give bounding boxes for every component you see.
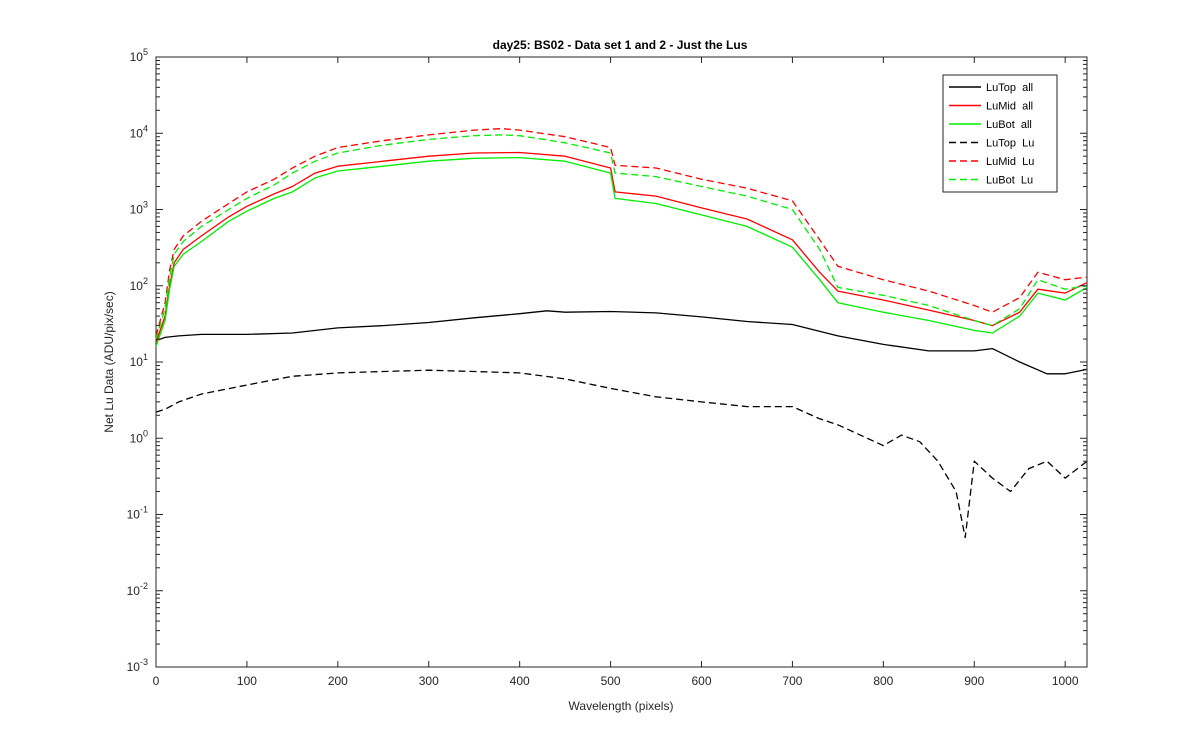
series-line-3	[155, 369, 1088, 539]
y-axis-title: Net Lu Data (ADU/pix/sec)	[102, 291, 116, 432]
x-tick-label: 500	[601, 674, 621, 688]
legend-label: LuMid Lu	[986, 156, 1034, 168]
y-tick-label: 102	[130, 276, 148, 293]
chart-title: day25: BS02 - Data set 1 and 2 - Just th…	[493, 38, 748, 52]
series-line-1	[155, 151, 1088, 343]
series-line-2	[155, 156, 1088, 347]
legend-label: LuTop Lu	[986, 138, 1034, 150]
x-tick-label: 100	[237, 674, 257, 688]
y-tick-label: 10-2	[127, 581, 148, 598]
series-line-4	[155, 127, 1088, 337]
legend: LuTop all LuMid all LuBot all LuTop Lu LuMid…	[942, 74, 1058, 193]
y-tick-label: 105	[130, 47, 148, 64]
x-axis-title: Wavelength (pixels)	[569, 699, 674, 713]
series-line-5	[155, 134, 1088, 340]
x-tick-label: 400	[510, 674, 530, 688]
legend-label: LuTop all	[986, 82, 1033, 94]
y-tick-label: 10-3	[127, 657, 148, 674]
x-tick-label: 300	[419, 674, 439, 688]
x-tick-label: 0	[153, 674, 160, 688]
y-tick-label: 10-1	[127, 505, 148, 522]
y-tick-label: 104	[130, 123, 148, 140]
legend-label: LuMid all	[986, 101, 1033, 113]
legend-label: LuBot all	[986, 119, 1032, 131]
x-tick-label: 900	[964, 674, 984, 688]
x-tick-label: 1000	[1052, 674, 1079, 688]
series-layer	[155, 127, 1088, 539]
y-tick-label: 101	[130, 352, 148, 369]
x-tick-label: 700	[782, 674, 802, 688]
x-tick-label: 200	[328, 674, 348, 688]
legend-box	[942, 74, 1058, 193]
series-line-0	[155, 310, 1088, 375]
x-tick-label: 600	[691, 674, 711, 688]
y-tick-label: 100	[130, 428, 148, 445]
x-tick-label: 800	[873, 674, 893, 688]
y-tick-label: 103	[130, 200, 148, 217]
axes-layer: 0 100 200 300 400 500 600 700 800 900 1000 10-3 10-2…	[127, 47, 1087, 688]
legend-label: LuBot Lu	[986, 175, 1033, 187]
